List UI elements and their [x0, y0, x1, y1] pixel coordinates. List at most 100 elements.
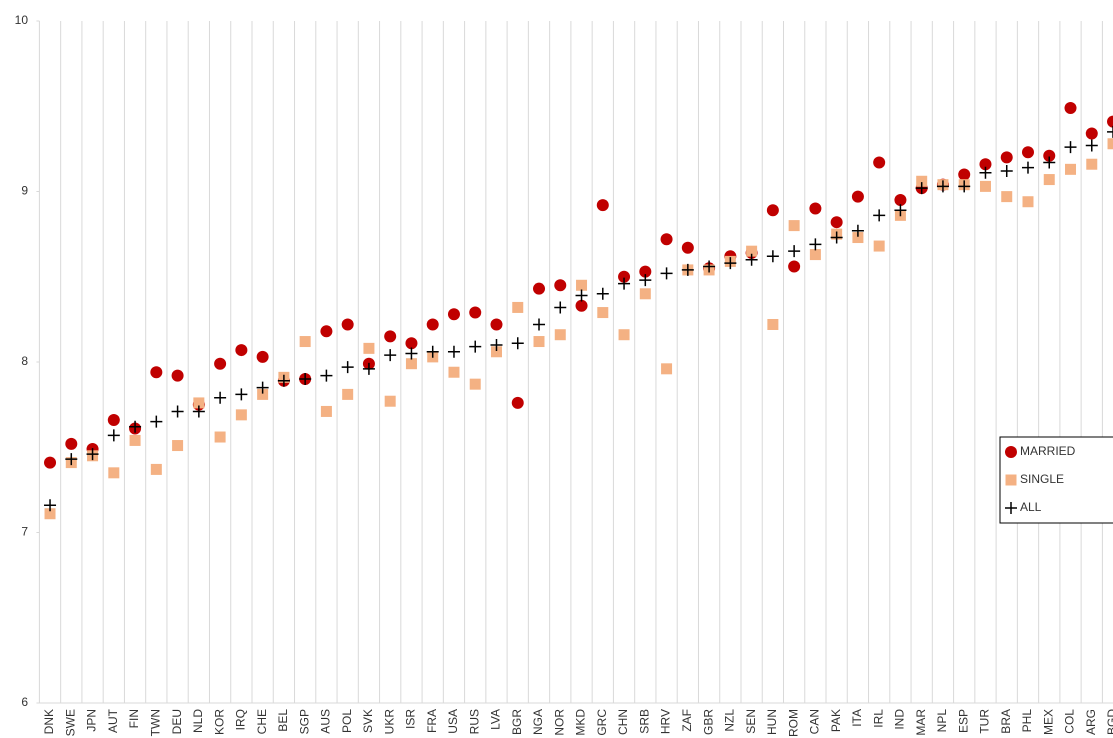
marker — [915, 182, 928, 195]
x-tick-label: IRL — [871, 709, 885, 728]
x-tick-label: BEL — [276, 709, 290, 732]
marker — [256, 381, 269, 394]
x-tick-label: AUS — [319, 709, 333, 734]
marker — [44, 456, 57, 469]
marker — [809, 238, 822, 251]
marker — [576, 279, 588, 291]
marker — [384, 330, 397, 343]
marker — [1107, 138, 1113, 150]
marker — [851, 190, 864, 203]
marker — [596, 199, 609, 212]
marker — [171, 405, 184, 418]
x-tick-label: PAK — [829, 709, 843, 732]
marker — [257, 388, 269, 400]
x-tick-label: ESP — [956, 709, 970, 733]
legend-label: MARRIED — [1020, 444, 1076, 458]
marker — [1022, 196, 1034, 208]
x-tick-label: LVA — [489, 709, 503, 730]
marker — [958, 180, 971, 193]
marker — [1000, 165, 1013, 178]
marker — [873, 240, 885, 252]
marker — [299, 336, 311, 348]
marker — [1005, 474, 1017, 486]
marker — [172, 440, 184, 452]
marker — [767, 318, 779, 330]
x-tick-label: KOR — [212, 709, 226, 735]
y-tick-label: 9 — [21, 184, 28, 198]
x-tick-label: TUR — [978, 709, 992, 734]
x-tick-label: COL — [1063, 709, 1077, 734]
marker — [809, 249, 821, 261]
marker — [746, 245, 758, 257]
x-tick-label: DNK — [42, 709, 56, 734]
marker — [1085, 127, 1098, 140]
x-tick-label: JPN — [85, 709, 99, 732]
marker — [1001, 191, 1013, 203]
marker — [618, 270, 631, 283]
marker — [681, 263, 694, 276]
y-tick-label: 8 — [21, 354, 28, 368]
marker — [129, 434, 141, 446]
y-tick-label: 7 — [21, 525, 28, 539]
x-tick-label: ITA — [850, 709, 864, 727]
marker — [490, 318, 503, 331]
x-tick-label: PHL — [1020, 709, 1034, 733]
x-tick-label: NOR — [552, 709, 566, 736]
marker — [809, 202, 822, 215]
x-tick-label: ROM — [786, 709, 800, 737]
marker — [214, 431, 226, 443]
legend-label: SINGLE — [1020, 472, 1064, 486]
marker — [384, 349, 397, 362]
x-tick-label: HRV — [659, 709, 673, 734]
marker — [554, 329, 566, 341]
marker — [979, 158, 992, 171]
marker — [851, 224, 864, 237]
marker — [320, 369, 333, 382]
marker — [426, 318, 439, 331]
marker — [86, 448, 99, 461]
x-tick-label: NLD — [191, 709, 205, 733]
marker — [171, 369, 184, 382]
marker — [214, 391, 227, 404]
marker — [299, 373, 312, 386]
marker — [1065, 163, 1077, 175]
x-tick-label: DEU — [170, 709, 184, 734]
x-tick-label: NGA — [531, 709, 545, 735]
x-tick-label: ARG — [1084, 709, 1098, 735]
legend-label: ALL — [1020, 500, 1042, 514]
x-tick-label: SGP — [297, 709, 311, 734]
marker — [44, 508, 56, 520]
x-tick-label: CHE — [255, 709, 269, 734]
marker — [214, 357, 227, 370]
marker — [150, 463, 162, 475]
x-tick-label: NPL — [935, 709, 949, 733]
marker — [1107, 115, 1113, 128]
x-tick-label: FIN — [127, 709, 141, 728]
marker — [150, 366, 163, 379]
marker — [490, 338, 503, 351]
x-tick-label: ISR — [404, 709, 418, 729]
marker — [873, 156, 886, 169]
marker — [766, 204, 779, 217]
marker — [618, 277, 631, 290]
marker — [788, 260, 801, 273]
x-tick-label: NZL — [723, 709, 737, 732]
marker — [44, 499, 57, 512]
marker — [639, 274, 652, 287]
marker — [65, 453, 78, 466]
marker — [320, 405, 332, 417]
marker — [618, 329, 630, 341]
x-tick-label: ZAF — [680, 709, 694, 732]
marker — [490, 346, 502, 358]
marker — [447, 308, 460, 321]
y-tick-label: 10 — [15, 13, 29, 27]
marker — [363, 342, 375, 354]
marker — [405, 337, 418, 350]
marker — [852, 232, 864, 244]
marker — [660, 233, 673, 246]
marker — [936, 180, 949, 193]
marker — [597, 307, 609, 319]
marker — [277, 374, 290, 387]
